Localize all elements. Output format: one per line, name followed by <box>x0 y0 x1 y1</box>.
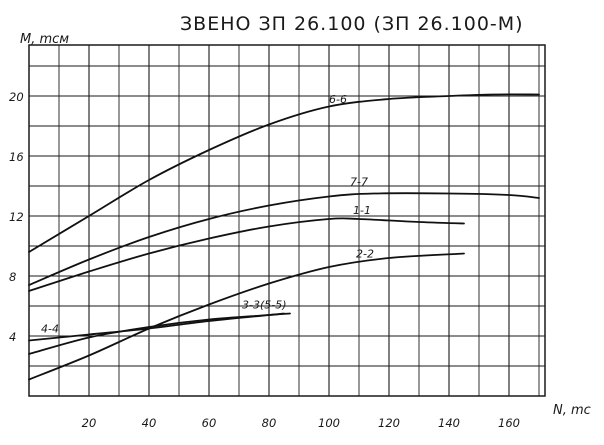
series-label-1-1: 1-1 <box>353 204 371 217</box>
series-label-3-3(5-5): 3-3(5-5) <box>242 298 287 311</box>
x-tick-label: 40 <box>142 416 157 430</box>
series-label-2-2: 2-2 <box>356 247 374 260</box>
x-tick-label: 100 <box>318 416 340 430</box>
x-axis-label: N, mc <box>553 403 591 418</box>
series-line-4-4 <box>28 312 285 355</box>
series-line-1-1 <box>28 217 465 292</box>
grid <box>29 45 545 396</box>
y-tick-label: 20 <box>9 90 24 104</box>
x-tick-label: 80 <box>262 416 277 430</box>
series-label-4-4: 4-4 <box>41 322 59 335</box>
plot-frame <box>28 44 546 397</box>
y-tick-label: 4 <box>9 330 16 344</box>
x-tick-label: 160 <box>498 416 520 430</box>
series-line-6-6 <box>28 93 540 253</box>
y-axis-label: M, mcм <box>20 32 69 47</box>
series-line-7-7 <box>28 192 540 286</box>
y-tick-label: 16 <box>9 150 24 164</box>
y-tick-label: 8 <box>9 270 16 284</box>
series-labels: 6-6 7-7 1-1 2-2 4-4 3-3(5-5) <box>41 93 374 336</box>
x-tick-label: 140 <box>438 416 460 430</box>
y-tick-label: 12 <box>9 210 24 224</box>
x-tick-label: 20 <box>82 416 97 430</box>
tick-labels: 20 40 60 80 100 120 140 160 4 8 12 16 20 <box>9 90 520 430</box>
x-tick-label: 120 <box>378 416 400 430</box>
series-lines <box>28 93 540 381</box>
series-line-3-3(5-5) <box>28 312 291 342</box>
series-line-2-2 <box>28 252 465 381</box>
series-label-6-6: 6-6 <box>329 93 347 106</box>
x-tick-label: 60 <box>202 416 217 430</box>
series-label-7-7: 7-7 <box>350 175 368 188</box>
chart-title: ЗВЕНО ЗП 26.100 (ЗП 26.100-М) <box>180 13 524 35</box>
